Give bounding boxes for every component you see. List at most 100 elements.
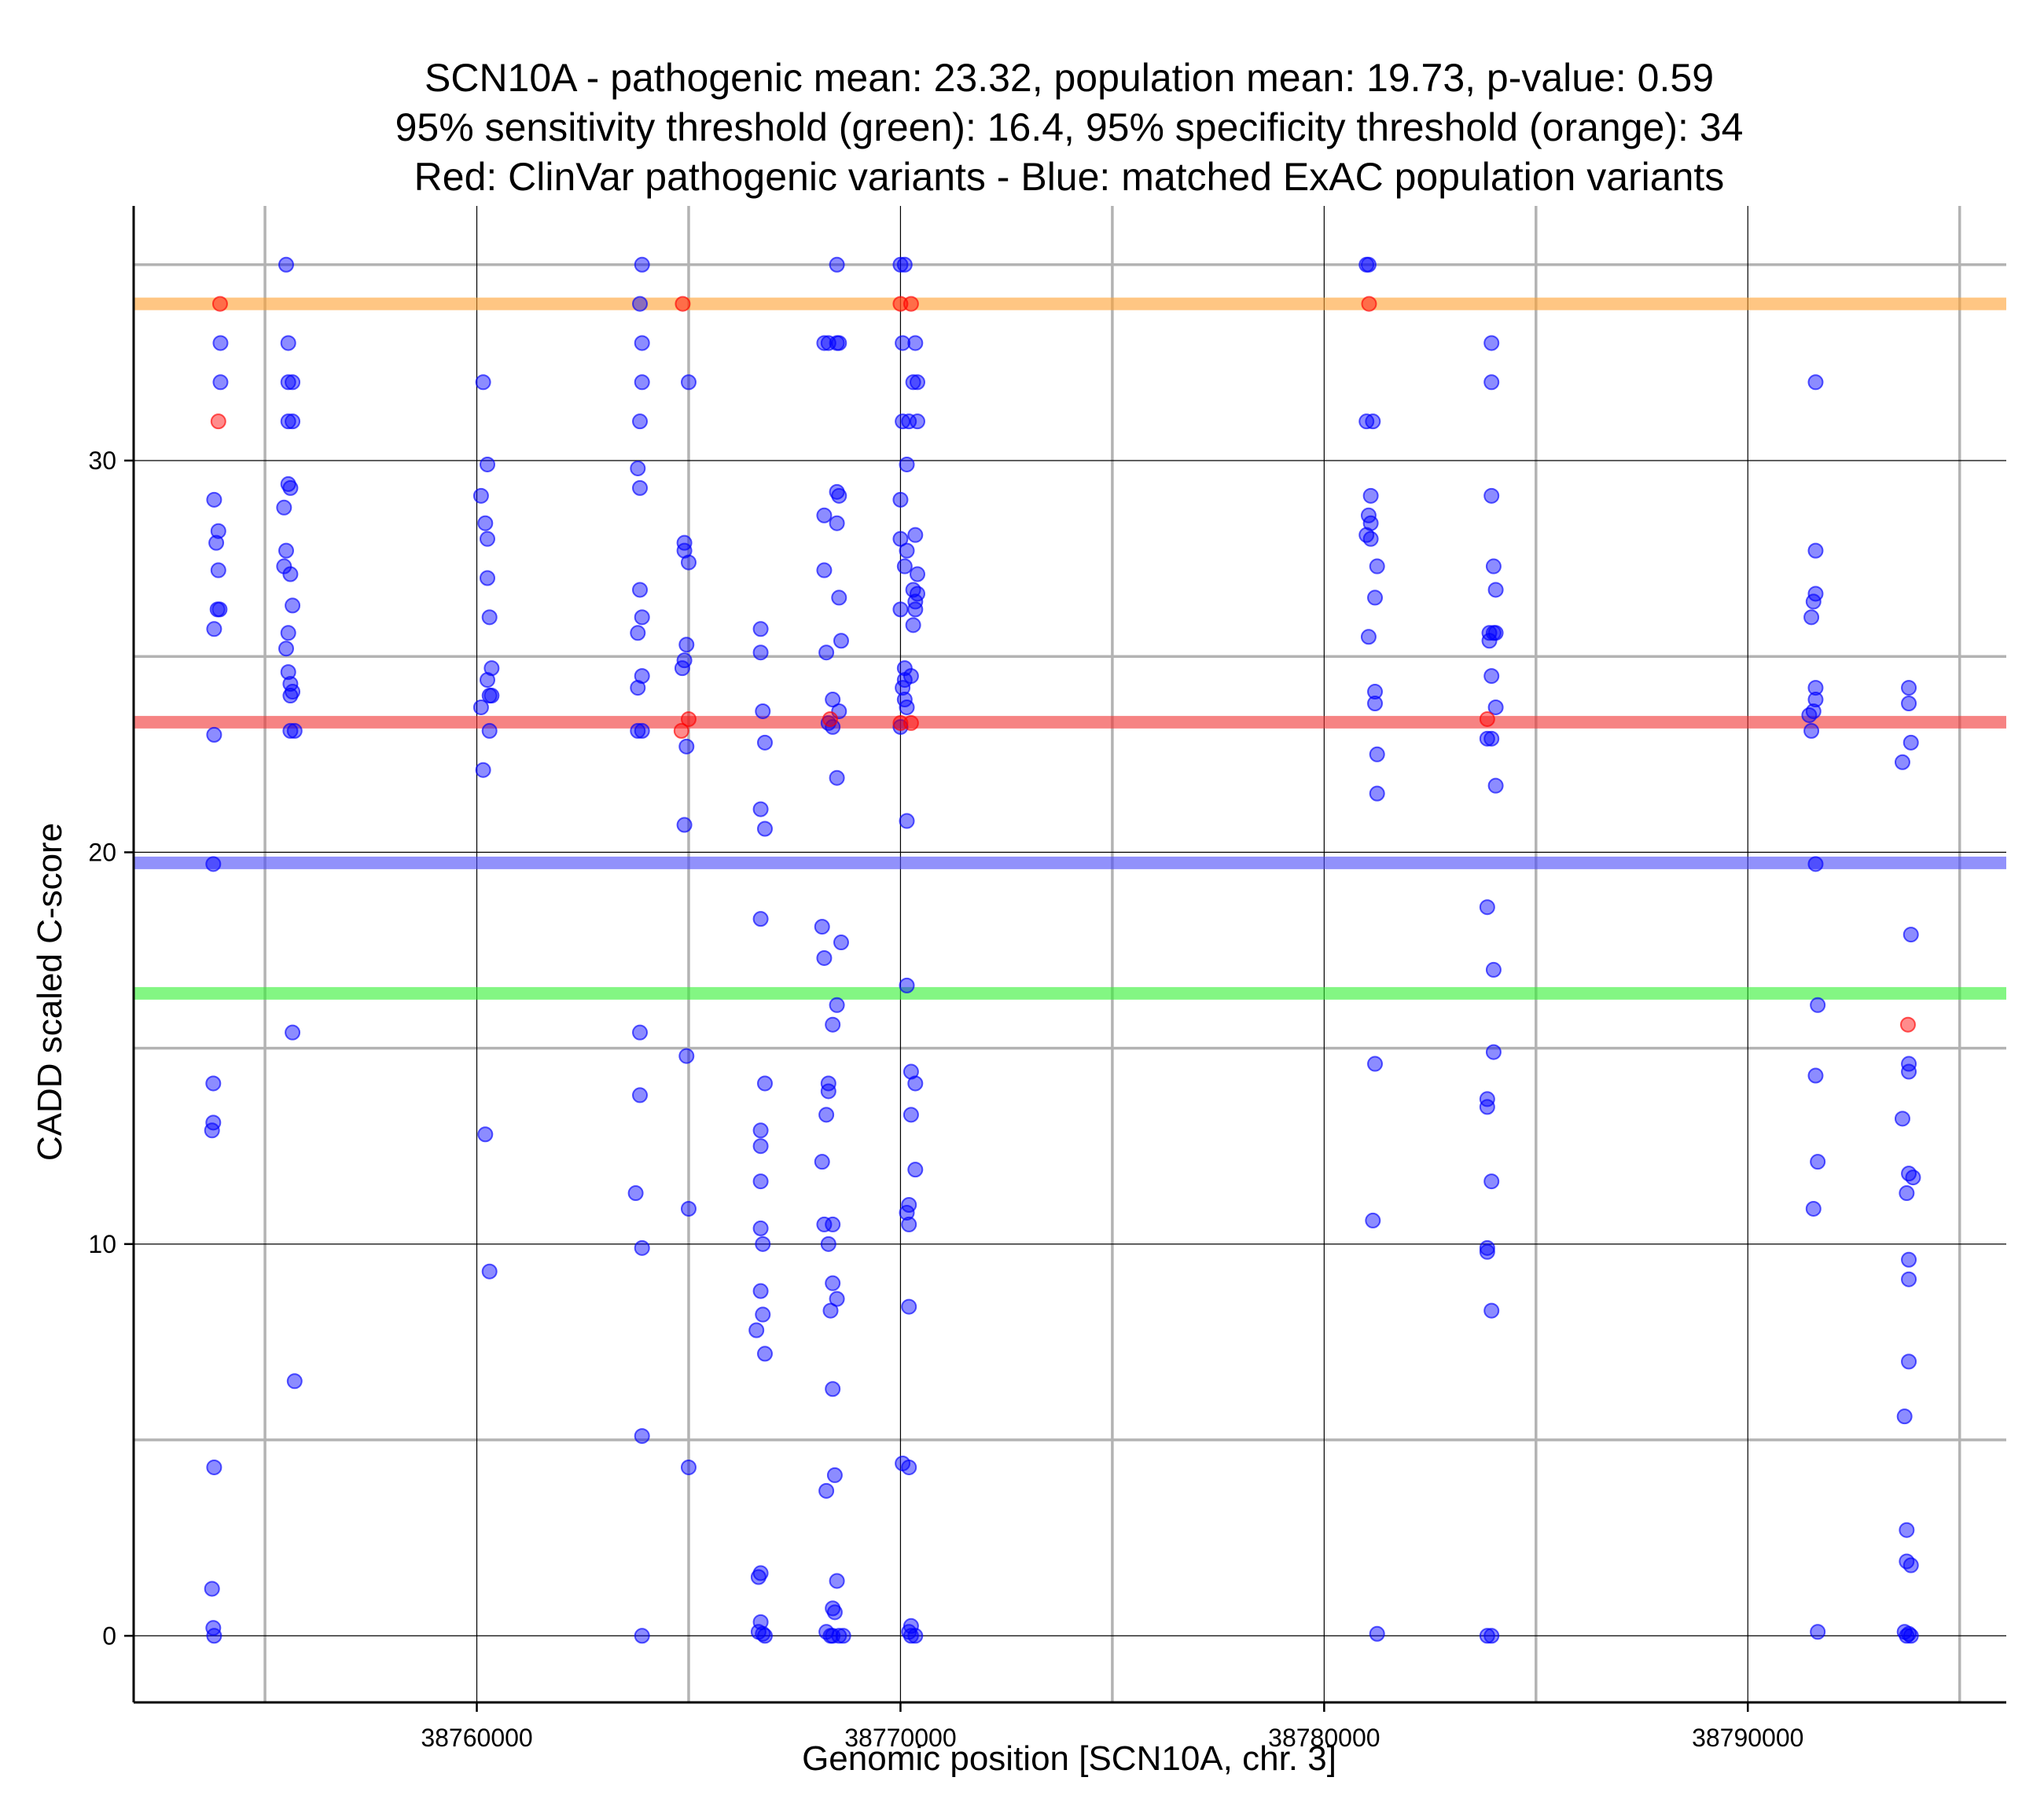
data-point: [1367, 696, 1384, 712]
data-points: [204, 256, 1921, 1644]
data-point: [1807, 542, 1824, 559]
x-tick-label: 38780000: [1268, 1724, 1380, 1752]
data-point: [752, 1173, 769, 1190]
data-point: [1483, 730, 1500, 747]
data-point: [903, 714, 919, 731]
data-point: [282, 688, 299, 704]
data-point: [1365, 413, 1381, 430]
data-point: [1807, 692, 1824, 708]
data-point: [895, 335, 911, 351]
data-point: [206, 621, 222, 637]
data-point: [285, 374, 301, 391]
x-tick-label: 38760000: [421, 1724, 532, 1752]
data-point: [481, 1263, 498, 1280]
data-point: [479, 456, 495, 472]
data-point: [627, 1185, 644, 1202]
data-point: [831, 1628, 847, 1644]
data-point: [892, 531, 909, 547]
data-point: [750, 1569, 766, 1585]
data-point: [676, 817, 693, 833]
data-point: [204, 1581, 220, 1597]
data-point: [678, 738, 695, 755]
data-point: [286, 1373, 303, 1390]
data-point: [905, 374, 921, 391]
data-point: [472, 699, 489, 715]
data-point: [1807, 680, 1824, 696]
data-point: [1483, 1628, 1500, 1644]
data-point: [1805, 1200, 1822, 1217]
data-point: [477, 1126, 494, 1143]
data-point: [1805, 593, 1822, 610]
data-point: [755, 1625, 771, 1642]
data-point: [895, 680, 911, 696]
data-point: [276, 499, 292, 516]
data-point: [673, 722, 689, 739]
data-point: [820, 1083, 836, 1100]
data-point: [1902, 734, 1919, 751]
data-point: [285, 597, 301, 614]
data-point: [892, 714, 909, 731]
data-point: [899, 542, 915, 559]
data-point: [1901, 1353, 1917, 1370]
data-point: [479, 672, 495, 689]
x-axis-label: Genomic position [SCN10A, chr. 3]: [802, 1739, 1336, 1778]
data-point: [479, 570, 495, 586]
data-point: [210, 413, 226, 430]
data-point: [825, 1381, 841, 1397]
data-point: [630, 625, 646, 641]
major-gridlines: [134, 206, 2006, 1702]
y-tick-label: 10: [88, 1230, 116, 1258]
data-point: [630, 460, 646, 476]
data-point: [475, 762, 491, 778]
x-axis-ticks: 38760000 38770000 38780000 38790000: [421, 1702, 1803, 1752]
data-point: [1487, 777, 1504, 794]
data-point: [1369, 1625, 1385, 1642]
y-axis-label: CADD scaled C-score: [31, 823, 69, 1161]
data-point: [816, 949, 833, 966]
data-point: [1360, 629, 1377, 645]
data-point: [825, 1016, 841, 1033]
data-point: [835, 1628, 851, 1644]
x-tick-label: 38770000: [844, 1724, 956, 1752]
data-point: [278, 256, 295, 273]
data-point: [1479, 1628, 1495, 1644]
data-point: [822, 1302, 839, 1319]
data-point: [1894, 1111, 1910, 1127]
data-point: [1901, 696, 1917, 712]
data-point: [285, 1024, 301, 1041]
data-point: [1902, 1628, 1919, 1644]
data-point: [833, 935, 849, 951]
data-point: [1367, 1056, 1384, 1072]
data-point: [816, 507, 833, 523]
data-point: [903, 1107, 919, 1123]
data-point: [1801, 707, 1818, 723]
data-point: [829, 515, 845, 531]
data-point: [1899, 1016, 1916, 1033]
data-point: [814, 919, 830, 935]
data-point: [1901, 1271, 1917, 1287]
data-point: [752, 911, 769, 927]
data-point: [481, 609, 498, 626]
data-point: [680, 1200, 697, 1217]
title-line: 95% sensitivity threshold (green): 16.4,…: [395, 105, 1744, 149]
data-point: [632, 1024, 649, 1041]
data-point: [1899, 1185, 1915, 1202]
data-point: [280, 413, 296, 430]
minor-gridlines: [134, 206, 2006, 1702]
data-point: [909, 374, 925, 391]
data-point: [756, 821, 773, 837]
data-point: [909, 566, 925, 582]
data-point: [634, 722, 650, 739]
data-point: [905, 617, 921, 633]
data-point: [1479, 1243, 1495, 1260]
data-point: [212, 335, 229, 351]
data-point: [756, 1075, 773, 1092]
data-point: [1901, 1251, 1917, 1268]
data-point: [1483, 487, 1500, 504]
data-point: [831, 335, 847, 351]
data-point: [1369, 746, 1385, 762]
data-point: [280, 664, 296, 681]
data-point: [630, 722, 646, 739]
data-point: [1362, 487, 1379, 504]
data-point: [901, 413, 917, 430]
